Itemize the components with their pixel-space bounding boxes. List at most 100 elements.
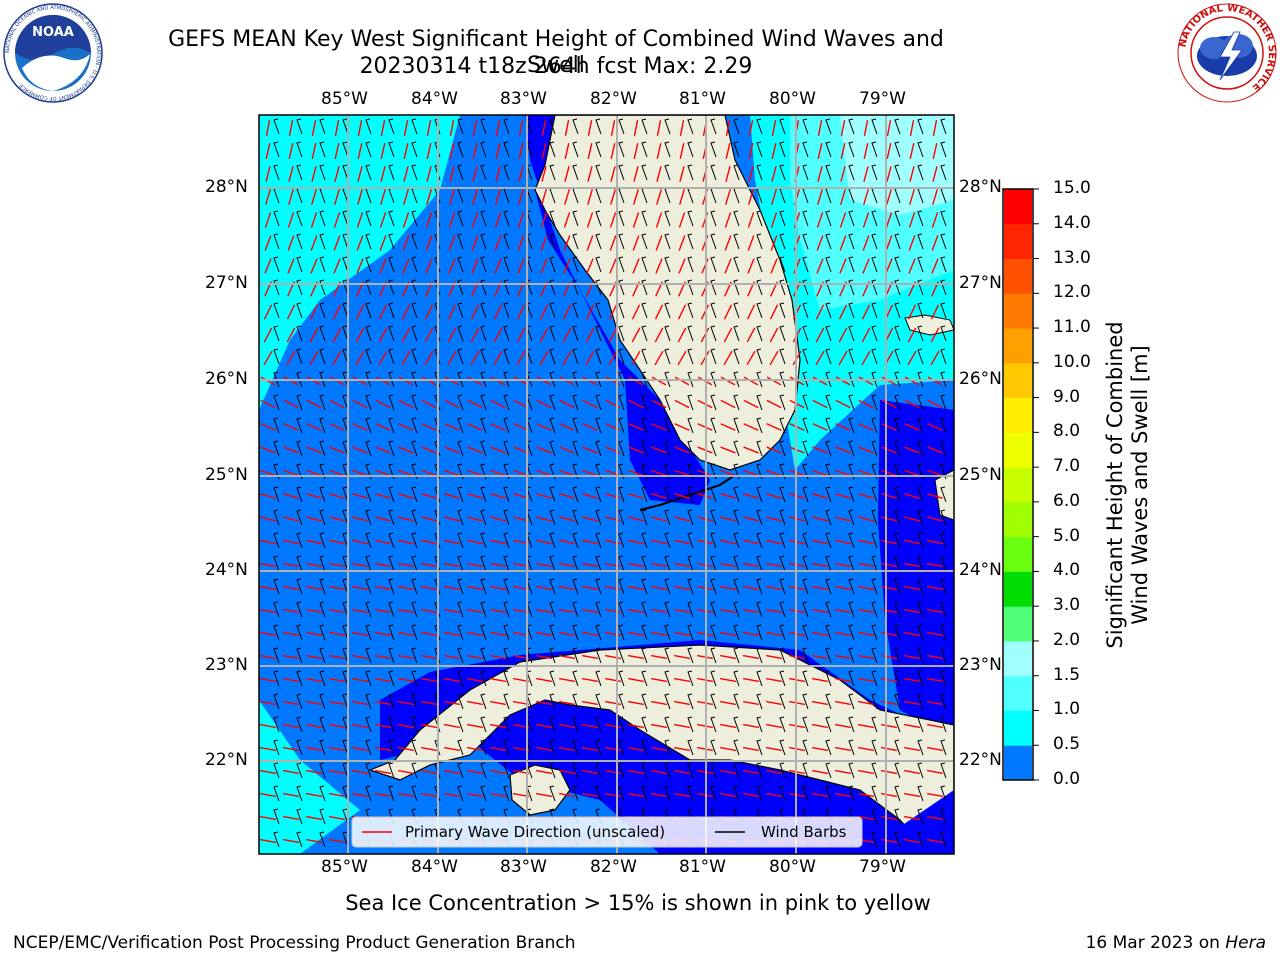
wave-arrow: [604, 654, 622, 660]
wave-arrow: [259, 746, 277, 752]
wind-barb: [618, 624, 625, 641]
wind-barb: [273, 555, 280, 572]
wind-barb: [618, 256, 625, 273]
lon-label: 80°W: [769, 857, 816, 877]
wind-barb: [641, 440, 648, 457]
wave-arrow: [466, 631, 484, 637]
wave-arrow: [351, 792, 369, 798]
wave-arrow: [656, 143, 662, 159]
wave-arrow: [374, 562, 392, 568]
wind-barb: [641, 394, 648, 411]
wind-barb: [733, 509, 740, 526]
wind-barb: [894, 417, 901, 434]
wave-arrow: [397, 746, 415, 752]
wind-barb: [848, 463, 855, 480]
wind-barb: [273, 164, 280, 181]
wave-arrow: [673, 631, 691, 637]
wave-arrow: [328, 585, 346, 591]
lat-label: 26°N: [205, 369, 248, 389]
wave-arrow: [466, 654, 484, 660]
wind-barb: [549, 693, 556, 710]
wind-barb: [342, 302, 349, 319]
wind-barb: [871, 302, 878, 319]
wave-arrow: [880, 608, 898, 614]
wind-barb: [503, 716, 510, 733]
wave-arrow: [834, 654, 852, 660]
wind-barb: [296, 256, 303, 273]
wind-barb: [480, 417, 487, 434]
wave-arrow: [490, 469, 506, 477]
wind-barb: [756, 509, 763, 526]
wave-arrow: [769, 327, 779, 343]
wind-barb: [549, 325, 556, 342]
wave-arrow: [535, 608, 553, 614]
wave-arrow: [632, 212, 640, 228]
wave-arrow: [743, 399, 759, 409]
wind-barb: [710, 716, 717, 733]
wind-barb: [756, 256, 763, 273]
wave-arrow: [333, 235, 341, 251]
wind-barb: [779, 486, 786, 503]
wind-barb: [388, 509, 395, 526]
wind-barb: [503, 302, 510, 319]
colorbar-segment: [1004, 397, 1032, 433]
wave-arrow: [355, 350, 365, 366]
wind-barb: [687, 785, 694, 802]
wind-barb: [480, 739, 487, 756]
wave-arrow: [655, 212, 663, 228]
colorbar-segment: [1004, 675, 1032, 711]
wave-arrow: [719, 723, 737, 729]
wave-arrow: [559, 469, 575, 477]
wave-arrow: [282, 585, 300, 591]
wind-barb: [411, 716, 418, 733]
wave-arrow: [627, 654, 645, 660]
wind-barb: [756, 716, 763, 733]
wind-barb: [503, 693, 510, 710]
wave-arrow: [489, 654, 507, 660]
wind-barb: [687, 325, 694, 342]
wind-barb: [733, 371, 740, 388]
wave-arrow: [926, 608, 944, 614]
wind-barb: [457, 693, 464, 710]
wind-barb: [848, 141, 855, 158]
wave-arrow: [719, 792, 737, 798]
wind-barb: [273, 601, 280, 618]
wind-barb: [388, 532, 395, 549]
wind-barb: [342, 417, 349, 434]
wind-barb: [756, 440, 763, 457]
wind-barb: [618, 302, 625, 319]
wave-arrow: [931, 258, 939, 274]
wind-barb: [388, 486, 395, 503]
wind-barb: [756, 463, 763, 480]
wave-arrow: [305, 608, 323, 614]
wind-barb: [779, 233, 786, 250]
colorbar-tick-label: 7.0: [1053, 456, 1081, 477]
wind-barb: [411, 118, 418, 135]
wind-barb: [365, 670, 372, 687]
wave-arrow: [719, 769, 737, 775]
wind-barb: [687, 624, 694, 641]
wave-arrow: [401, 327, 411, 343]
wind-barb: [641, 233, 648, 250]
wind-barb: [733, 601, 740, 618]
lat-label: 25°N: [205, 465, 248, 485]
wave-arrow: [674, 539, 690, 545]
wave-arrow: [770, 258, 778, 274]
wind-barb: [756, 164, 763, 181]
wave-arrow: [402, 212, 410, 228]
wave-arrow: [582, 516, 598, 522]
wind-barb: [848, 739, 855, 756]
wave-arrow: [380, 166, 386, 182]
wind-barb: [871, 279, 878, 296]
wave-arrow: [264, 212, 272, 228]
wave-arrow: [536, 446, 552, 454]
wave-arrow: [375, 493, 391, 499]
wind-barb: [480, 555, 487, 572]
wave-arrow: [444, 539, 460, 545]
wave-arrow: [282, 792, 300, 798]
wind-barb: [687, 256, 694, 273]
wave-arrow: [421, 399, 437, 409]
wind-barb: [365, 509, 372, 526]
wave-arrow: [378, 350, 388, 366]
wave-arrow: [886, 143, 892, 159]
